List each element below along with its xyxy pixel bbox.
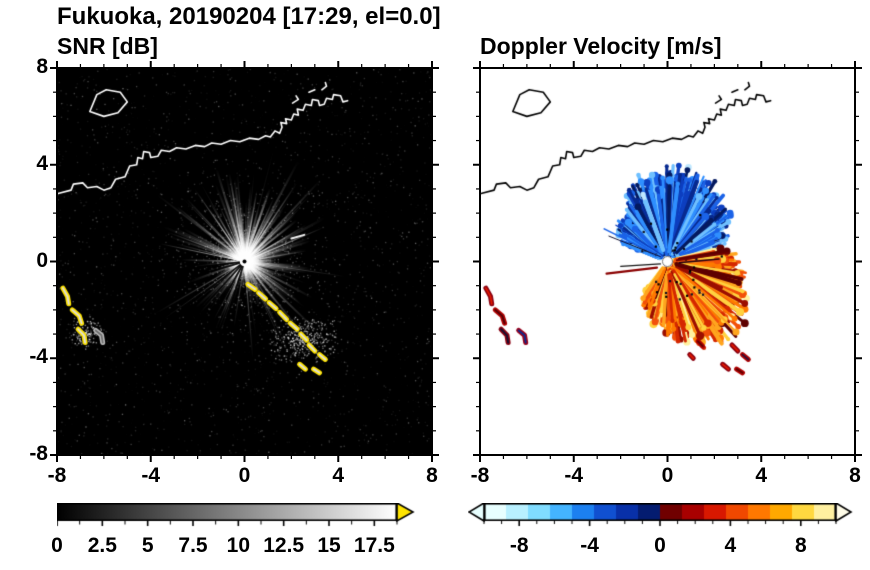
colorbar-tick-label: 10 — [226, 534, 250, 557]
x-tick-label: 8 — [426, 464, 438, 487]
x-tick-label: -4 — [141, 464, 161, 487]
y-tick-label: -8 — [29, 442, 48, 465]
colorbar-tick-label: 4 — [724, 534, 737, 557]
x-tick-label: 8 — [849, 464, 861, 487]
doppler-plot-canvas — [480, 68, 855, 455]
snr-panel-title: SNR [dB] — [57, 33, 158, 59]
doppler-panel-title: Doppler Velocity [m/s] — [480, 33, 722, 59]
snr-plot-canvas — [57, 68, 432, 455]
snr-colorbar — [57, 503, 415, 529]
y-tick-label: 4 — [36, 151, 48, 175]
x-tick-label: 4 — [332, 464, 345, 487]
x-tick-label: 4 — [755, 464, 768, 487]
colorbar-tick-label: -4 — [580, 534, 599, 557]
colorbar-tick-label: 12.5 — [263, 534, 305, 557]
colorbar-tick-label: 5 — [141, 534, 154, 557]
colorbar-tick-label: 0 — [654, 534, 666, 557]
doppler-colorbar — [468, 503, 854, 529]
colorbar-tick-label: 15 — [317, 534, 341, 557]
colorbar-tick-label: 17.5 — [353, 534, 395, 557]
colorbar-tick-label: 2.5 — [87, 534, 117, 557]
x-tick-label: 0 — [661, 464, 674, 487]
y-tick-label: 8 — [36, 55, 48, 78]
colorbar-tick-label: 0 — [51, 534, 63, 557]
x-tick-label: 0 — [238, 464, 251, 487]
colorbar-tick-label: 7.5 — [178, 534, 208, 557]
figure-title: Fukuoka, 20190204 [17:29, el=0.0] — [57, 3, 441, 30]
colorbar-tick-label: -8 — [509, 534, 529, 557]
x-tick-label: -8 — [470, 464, 490, 487]
y-tick-label: 0 — [36, 248, 48, 272]
colorbar-tick-label: 8 — [794, 534, 807, 557]
x-tick-label: -8 — [47, 464, 67, 487]
x-tick-label: -4 — [564, 464, 584, 487]
y-tick-label: -4 — [29, 345, 48, 369]
